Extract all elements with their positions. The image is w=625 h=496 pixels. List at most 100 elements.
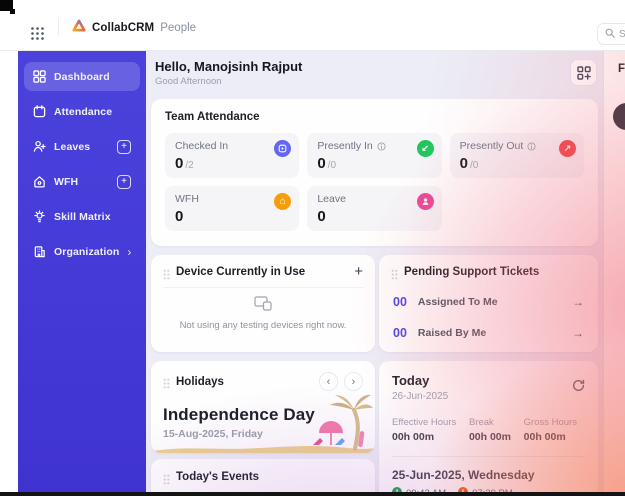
tickets-assigned-row[interactable]: 00 Assigned To Me → <box>391 295 586 309</box>
add-device-button[interactable]: + <box>354 263 363 280</box>
brand[interactable]: CollabCRM People <box>72 19 196 37</box>
stat-total: /0 <box>327 160 337 171</box>
sidebar-item-attendance[interactable]: Attendance <box>24 97 140 126</box>
sidebar: Dashboard Attendance Leaves + WFH + Skil… <box>18 51 146 492</box>
user-plus-icon <box>33 140 46 153</box>
stat-total: /2 <box>185 160 194 171</box>
sidebar-item-skill-matrix[interactable]: Skill Matrix <box>24 202 140 231</box>
info-icon[interactable] <box>377 141 386 151</box>
device-card-title: Device Currently in Use <box>176 266 306 278</box>
team-attendance-title: Team Attendance <box>165 111 260 123</box>
assigned-label: Assigned To Me <box>417 296 498 308</box>
stat-total: /0 <box>470 160 479 171</box>
greeting-subtitle: Good Afternoon <box>155 76 222 87</box>
raised-count: 00 <box>393 326 407 340</box>
collabcrm-logo-icon <box>72 19 86 37</box>
today-date: 26-Jun-2025 <box>392 391 449 402</box>
stat-label: Presently Out <box>459 140 524 152</box>
device-in-use-card: Device Currently in Use + Not using any … <box>151 255 375 352</box>
drag-handle-icon[interactable] <box>163 267 170 279</box>
stat-presently-out: Presently Out ↗ 0/0 <box>449 133 584 178</box>
today-card: Today 26-Jun-2025 Effective Hours 00h 00… <box>379 361 598 496</box>
search-box[interactable] <box>597 23 625 45</box>
arrow-up-right-icon: ↗ <box>558 140 576 157</box>
bulb-icon <box>33 210 46 223</box>
drag-handle-icon[interactable] <box>163 472 170 484</box>
stat-wfh: WFH ⌂ 0 <box>165 186 300 231</box>
stat-value: 0 <box>317 208 326 225</box>
add-widget-button[interactable] <box>570 59 597 86</box>
tickets-card-title: Pending Support Tickets <box>404 266 540 278</box>
stat-label: Presently In <box>317 140 373 152</box>
feeds-title: Feeds <box>618 63 625 75</box>
device-empty-state: Not using any testing devices right now. <box>163 296 363 331</box>
sidebar-item-leaves[interactable]: Leaves + <box>24 132 140 161</box>
sidebar-item-wfh[interactable]: WFH + <box>24 167 140 196</box>
stat-value: 0 <box>459 155 468 172</box>
stat-value: 0 <box>175 208 184 225</box>
assigned-count: 00 <box>393 295 407 309</box>
dashboard-grid-icon <box>33 70 46 83</box>
feeds-panel: Feeds <box>603 51 625 492</box>
greeting-title: Hello, Manojsinh Rajput <box>155 59 303 74</box>
product-name: People <box>160 22 197 34</box>
stat-label: Checked In <box>175 140 229 152</box>
home-icon <box>33 175 46 188</box>
pending-tickets-card: Pending Support Tickets 00 Assigned To M… <box>379 255 598 352</box>
holidays-card: Holidays ‹ › Independence Day 15-Aug-202… <box>151 361 375 453</box>
sidebar-item-label: Leaves <box>54 140 91 153</box>
raised-label: Raised By Me <box>417 327 487 339</box>
team-attendance-card: Team Attendance Checked In 0/2 Presently… <box>151 99 598 246</box>
divider <box>392 456 585 457</box>
arrow-right-icon[interactable]: → <box>572 295 584 309</box>
topbar: CollabCRM People <box>0 0 625 51</box>
refresh-icon[interactable] <box>572 379 585 397</box>
previous-day-date: 25-Jun-2025, Wednesday <box>392 468 535 482</box>
arrow-right-icon[interactable]: → <box>572 326 584 340</box>
stat-value: 0 <box>175 155 184 172</box>
search-input[interactable] <box>619 28 625 40</box>
add-leave-button[interactable]: + <box>117 139 131 154</box>
calendar-icon <box>33 105 46 118</box>
stat-checked-in: Checked In 0/2 <box>165 133 300 178</box>
attendance-tiles: Checked In 0/2 Presently In ↙ 0/0 Presen… <box>165 133 584 231</box>
sidebar-item-label: Skill Matrix <box>54 210 111 223</box>
stat-gross-hours: Gross Hours 00h 00m <box>524 417 577 443</box>
stat-leave: Leave 0 <box>307 186 442 231</box>
drag-handle-icon[interactable] <box>391 267 398 279</box>
sidebar-item-dashboard[interactable]: Dashboard <box>24 62 140 91</box>
holiday-name: Independence Day <box>163 405 315 424</box>
building-icon <box>33 245 46 258</box>
today-title: Today <box>392 373 430 388</box>
grid-plus-icon <box>576 65 591 80</box>
holiday-date: 15-Aug-2025, Friday <box>163 428 263 440</box>
info-icon[interactable] <box>527 141 536 151</box>
events-card-title: Today's Events <box>176 471 260 483</box>
stat-label: Gross Hours <box>523 417 577 428</box>
stat-label: Break <box>468 417 494 428</box>
tickets-raised-row[interactable]: 00 Raised By Me → <box>391 326 586 340</box>
stat-label: Effective Hours <box>392 417 457 428</box>
stat-value: 0 <box>317 155 326 172</box>
corner-mark <box>0 0 15 14</box>
avatar[interactable] <box>613 103 625 130</box>
stat-label: WFH <box>175 193 199 205</box>
sidebar-item-label: Organization <box>54 245 120 258</box>
add-wfh-button[interactable]: + <box>117 174 131 189</box>
stat-effective-hours: Effective Hours 00h 00m <box>392 417 456 443</box>
chevron-right-icon: › <box>127 244 132 259</box>
bottom-bar <box>0 492 625 496</box>
sidebar-item-label: WFH <box>54 175 79 188</box>
stat-value: 00h 00m <box>468 431 511 443</box>
apps-grid-icon[interactable] <box>30 26 46 42</box>
topbar-divider <box>58 18 59 36</box>
stat-break: Break 00h 00m <box>469 417 511 443</box>
search-icon <box>605 25 615 43</box>
stat-label: Leave <box>317 193 346 205</box>
drag-handle-icon[interactable] <box>163 376 170 389</box>
sidebar-item-organization[interactable]: Organization › <box>24 237 140 266</box>
holidays-card-title: Holidays <box>176 375 224 388</box>
today-stats: Effective Hours 00h 00m Break 00h 00m Gr… <box>392 417 585 443</box>
person-badge-icon <box>416 193 434 210</box>
stat-value: 00h 00m <box>392 431 435 443</box>
